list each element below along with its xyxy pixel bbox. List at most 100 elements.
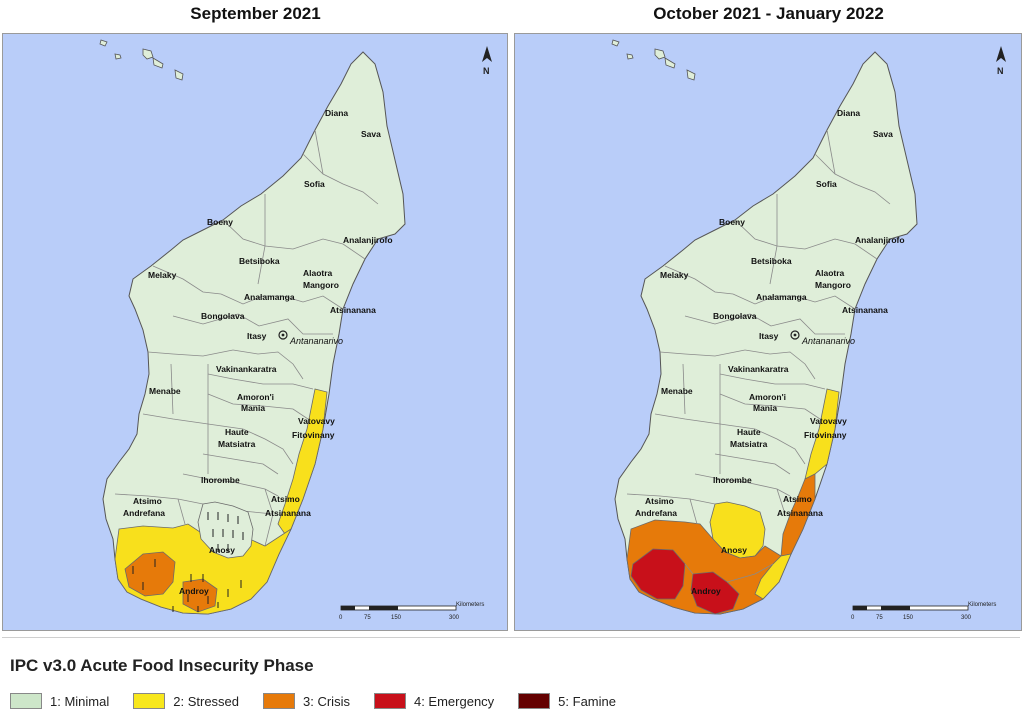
svg-text:150: 150 bbox=[391, 615, 402, 621]
label-mangoro: Mangoro bbox=[815, 280, 851, 290]
area-emergency-south bbox=[690, 571, 740, 615]
label-haute: Haute bbox=[737, 427, 761, 437]
svg-text:N: N bbox=[997, 66, 1004, 76]
islands bbox=[611, 39, 696, 81]
label-boeny: Boeny bbox=[207, 217, 233, 227]
legend-item-stressed: 2: Stressed bbox=[133, 693, 239, 709]
svg-text:75: 75 bbox=[364, 615, 371, 621]
label-atsinanana: Atsinanana bbox=[330, 305, 376, 315]
label-vakinankaratra: Vakinankaratra bbox=[216, 364, 277, 374]
area-stressed-southeast bbox=[754, 553, 792, 600]
legend-label: 2: Stressed bbox=[173, 693, 240, 709]
label-mania: Mania bbox=[753, 403, 777, 413]
label-amoroni: Amoron'i bbox=[749, 392, 786, 402]
svg-text:0: 0 bbox=[851, 615, 855, 621]
map-title-october-january: October 2021 - January 2022 bbox=[653, 4, 884, 23]
svg-text:300: 300 bbox=[961, 615, 972, 621]
label-atsimo-atsinanana-1: Atsimo bbox=[271, 494, 300, 504]
region-borders bbox=[114, 129, 379, 547]
label-diana: Diana bbox=[837, 108, 860, 118]
svg-text:Kilometers: Kilometers bbox=[456, 602, 484, 608]
svg-text:N: N bbox=[483, 66, 490, 76]
legend-item-minimal: 1: Minimal bbox=[10, 693, 109, 709]
legend: IPC v3.0 Acute Food Insecurity Phase 1: … bbox=[2, 637, 1020, 718]
swatch-emergency bbox=[373, 693, 406, 709]
label-analanjirofo: Analanjirofo bbox=[343, 235, 393, 245]
label-androy: Androy bbox=[691, 586, 721, 596]
area-emergency-west bbox=[630, 548, 686, 600]
label-mangoro: Mangoro bbox=[303, 280, 339, 290]
label-antananarivo: Antananarivo bbox=[289, 336, 343, 346]
svg-text:150: 150 bbox=[903, 615, 914, 621]
label-boeny: Boeny bbox=[719, 217, 745, 227]
legend-title: IPC v3.0 Acute Food Insecurity Phase bbox=[10, 656, 314, 675]
legend-label: 3: Crisis bbox=[303, 693, 350, 709]
swatch-famine bbox=[518, 693, 551, 709]
scale-bar: 0 75 150 300 Kilometers bbox=[339, 602, 484, 621]
label-antananarivo: Antananarivo bbox=[801, 336, 855, 346]
label-analamanga: Analamanga bbox=[756, 292, 807, 302]
label-analamanga: Analamanga bbox=[244, 292, 295, 302]
humanitarian-aid-marks bbox=[132, 501, 254, 612]
label-atsimo-atsinanana-2: Atsinanana bbox=[777, 508, 823, 518]
area-stressed-vatovavy bbox=[277, 388, 328, 535]
label-anosy: Anosy bbox=[209, 545, 235, 555]
capital-marker bbox=[790, 330, 800, 340]
legend-item-crisis: 3: Crisis bbox=[263, 693, 350, 709]
label-matsiatra: Matsiatra bbox=[218, 439, 256, 449]
svg-text:0: 0 bbox=[339, 615, 343, 621]
label-bongolava: Bongolava bbox=[201, 311, 245, 321]
label-melaky: Melaky bbox=[148, 270, 177, 280]
madagascar-map-october-january: Diana Sava Sofia Boeny Analanjirofo Mela… bbox=[611, 39, 1006, 621]
label-atsimo-andrefana-1: Atsimo bbox=[133, 496, 162, 506]
islands bbox=[99, 39, 184, 81]
label-ihorombe: Ihorombe bbox=[713, 475, 752, 485]
swatch-stressed bbox=[133, 693, 166, 709]
legend-item-famine: 5: Famine bbox=[518, 693, 616, 709]
region-borders bbox=[626, 129, 891, 583]
label-bongolava: Bongolava bbox=[713, 311, 757, 321]
label-menabe: Menabe bbox=[149, 386, 181, 396]
label-betsiboka: Betsiboka bbox=[239, 256, 280, 266]
label-amoroni: Amoron'i bbox=[237, 392, 274, 402]
label-diana: Diana bbox=[325, 108, 348, 118]
svg-text:300: 300 bbox=[449, 615, 460, 621]
legend-item-emergency: 4: Emergency bbox=[373, 693, 495, 709]
label-fitovinany: Fitovinany bbox=[804, 430, 847, 440]
north-arrow-icon: N bbox=[996, 46, 1006, 76]
label-ihorombe: Ihorombe bbox=[201, 475, 240, 485]
svg-text:75: 75 bbox=[876, 615, 883, 621]
label-androy: Androy bbox=[179, 586, 209, 596]
label-betsiboka: Betsiboka bbox=[751, 256, 792, 266]
swatch-minimal bbox=[10, 693, 42, 709]
legend-label: 4: Emergency bbox=[413, 693, 495, 709]
scale-bar: 0 75 150 300 Kilometers bbox=[851, 602, 996, 621]
label-alaotra: Alaotra bbox=[815, 268, 845, 278]
label-mania: Mania bbox=[241, 403, 265, 413]
label-vatovavy: Vatovavy bbox=[298, 416, 335, 426]
label-itasy: Itasy bbox=[759, 331, 779, 341]
madagascar-map-september: Diana Sava Sofia Boeny Analanjirofo Mela… bbox=[99, 39, 492, 621]
map-panel-september[interactable]: Diana Sava Sofia Boeny Analanjirofo Mela… bbox=[2, 33, 508, 631]
label-vakinankaratra: Vakinankaratra bbox=[728, 364, 789, 374]
legend-label: 1: Minimal bbox=[50, 693, 110, 709]
label-matsiatra: Matsiatra bbox=[730, 439, 768, 449]
label-anosy: Anosy bbox=[721, 545, 747, 555]
label-sofia: Sofia bbox=[304, 179, 325, 189]
svg-text:Kilometers: Kilometers bbox=[968, 602, 996, 608]
label-haute: Haute bbox=[225, 427, 249, 437]
label-atsimo-atsinanana-2: Atsinanana bbox=[265, 508, 311, 518]
label-atsimo-andrefana-2: Andrefana bbox=[123, 508, 165, 518]
label-sofia: Sofia bbox=[816, 179, 837, 189]
label-itasy: Itasy bbox=[247, 331, 267, 341]
map-title-september: September 2021 bbox=[190, 4, 321, 23]
area-crisis-west bbox=[124, 551, 176, 597]
north-arrow-icon: N bbox=[482, 46, 492, 76]
label-melaky: Melaky bbox=[660, 270, 689, 280]
map-panel-october-january[interactable]: Diana Sava Sofia Boeny Analanjirofo Mela… bbox=[514, 33, 1022, 631]
label-atsinanana: Atsinanana bbox=[842, 305, 888, 315]
legend-label: 5: Famine bbox=[558, 693, 616, 709]
swatch-crisis bbox=[263, 693, 296, 709]
label-atsimo-andrefana-1: Atsimo bbox=[645, 496, 674, 506]
label-atsimo-atsinanana-1: Atsimo bbox=[783, 494, 812, 504]
